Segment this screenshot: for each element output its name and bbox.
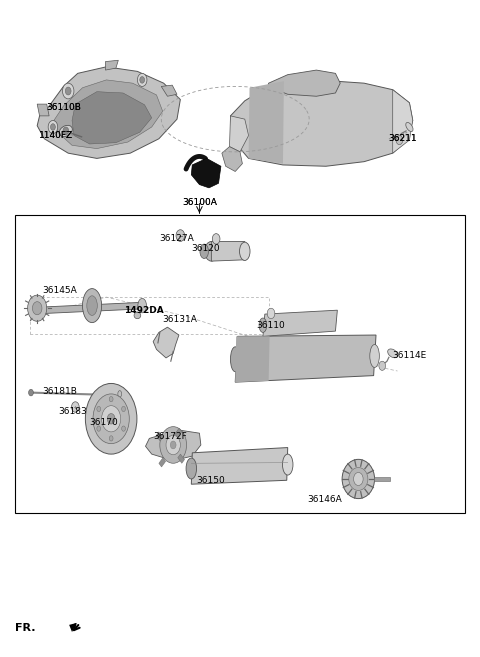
Polygon shape [145, 430, 201, 461]
Polygon shape [249, 81, 284, 164]
Circle shape [33, 302, 42, 315]
Text: 36172F: 36172F [153, 432, 187, 441]
Text: 36145A: 36145A [42, 286, 77, 295]
Polygon shape [263, 310, 337, 336]
Circle shape [93, 394, 129, 443]
Ellipse shape [230, 347, 240, 372]
Circle shape [108, 413, 115, 424]
Polygon shape [69, 623, 77, 632]
Circle shape [354, 472, 363, 486]
Ellipse shape [342, 459, 374, 499]
Text: 1492DA: 1492DA [124, 306, 164, 315]
Polygon shape [37, 104, 49, 116]
Circle shape [137, 74, 147, 87]
Polygon shape [268, 70, 340, 97]
Circle shape [62, 83, 74, 99]
Ellipse shape [370, 344, 379, 367]
Ellipse shape [186, 458, 197, 479]
Bar [373, 477, 390, 481]
Circle shape [29, 390, 34, 396]
Circle shape [121, 406, 125, 411]
Circle shape [65, 87, 71, 95]
Text: 36127A: 36127A [159, 234, 193, 242]
Circle shape [140, 77, 144, 83]
Ellipse shape [134, 312, 141, 319]
Circle shape [28, 295, 47, 321]
Polygon shape [72, 92, 152, 144]
Circle shape [50, 124, 55, 130]
Polygon shape [229, 116, 249, 152]
Circle shape [166, 435, 180, 455]
Text: 36150: 36150 [196, 476, 225, 485]
Ellipse shape [60, 125, 72, 137]
Text: 36114E: 36114E [393, 351, 427, 361]
Text: 36100A: 36100A [183, 198, 217, 208]
Ellipse shape [240, 242, 250, 260]
Circle shape [267, 308, 275, 319]
Polygon shape [106, 60, 118, 70]
Polygon shape [393, 90, 413, 153]
Circle shape [85, 384, 137, 454]
Text: 36100A: 36100A [183, 198, 217, 208]
Polygon shape [235, 336, 270, 382]
Ellipse shape [282, 454, 293, 475]
Polygon shape [161, 85, 177, 97]
Circle shape [48, 120, 58, 133]
Ellipse shape [204, 242, 218, 261]
Polygon shape [153, 327, 179, 358]
Polygon shape [31, 302, 142, 314]
Text: 1140FZ: 1140FZ [38, 131, 73, 140]
Circle shape [396, 135, 403, 145]
Bar [15, 215, 465, 513]
Polygon shape [222, 147, 242, 171]
Ellipse shape [388, 349, 398, 358]
Ellipse shape [83, 288, 102, 323]
Polygon shape [192, 158, 221, 188]
Text: FR.: FR. [15, 623, 35, 633]
Bar [156, 432, 163, 441]
Polygon shape [235, 335, 376, 382]
Bar [159, 458, 166, 467]
Circle shape [109, 436, 113, 441]
Text: 36211: 36211 [388, 134, 417, 143]
Ellipse shape [87, 296, 97, 315]
Ellipse shape [118, 391, 121, 397]
Circle shape [212, 234, 220, 244]
Circle shape [176, 230, 185, 242]
Text: 36146A: 36146A [307, 495, 342, 505]
Bar [178, 454, 184, 463]
Ellipse shape [138, 298, 146, 313]
Text: 36110B: 36110B [47, 103, 82, 112]
Ellipse shape [349, 468, 368, 490]
Circle shape [170, 441, 176, 449]
Text: 36183: 36183 [59, 407, 87, 416]
Circle shape [102, 406, 120, 432]
Polygon shape [54, 80, 163, 148]
Text: 36110: 36110 [257, 321, 286, 330]
Polygon shape [192, 447, 288, 484]
Circle shape [379, 361, 385, 371]
Polygon shape [211, 242, 245, 261]
Ellipse shape [200, 244, 208, 258]
Text: 36110B: 36110B [47, 103, 82, 112]
Circle shape [72, 402, 79, 412]
Ellipse shape [259, 318, 267, 332]
Circle shape [121, 426, 125, 431]
Text: 36131A: 36131A [163, 315, 198, 325]
Circle shape [109, 397, 113, 402]
Polygon shape [230, 81, 413, 166]
Text: 36181B: 36181B [42, 388, 77, 396]
Text: 36211: 36211 [388, 134, 417, 143]
Ellipse shape [406, 122, 413, 131]
Text: 36170: 36170 [90, 418, 119, 426]
Bar [175, 428, 182, 438]
Polygon shape [37, 67, 180, 158]
Circle shape [97, 426, 101, 431]
Circle shape [63, 127, 69, 135]
Circle shape [160, 426, 187, 463]
Text: 1140FZ: 1140FZ [38, 131, 73, 140]
Text: 36120: 36120 [192, 244, 220, 253]
Circle shape [97, 406, 101, 411]
